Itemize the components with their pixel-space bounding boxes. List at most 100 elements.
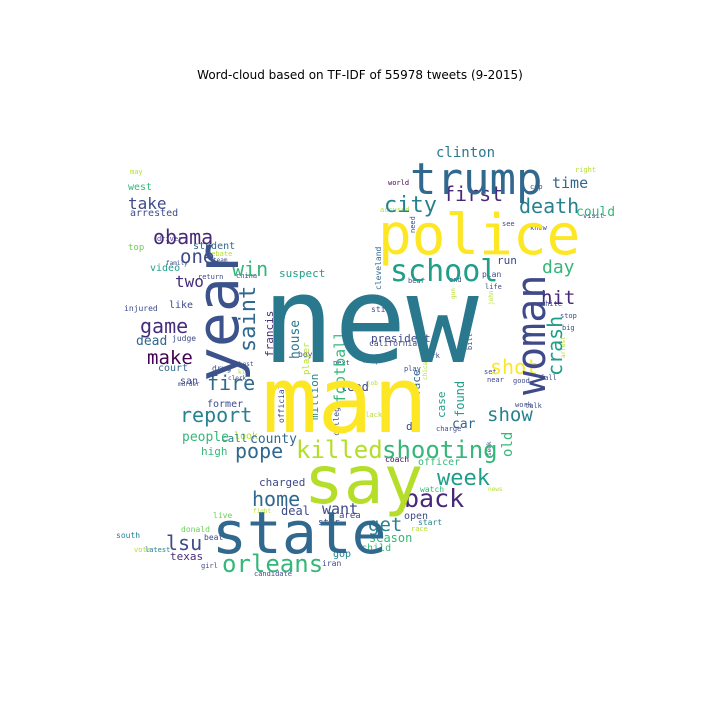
word-police: police bbox=[378, 203, 580, 268]
word-fight: fight bbox=[253, 508, 271, 515]
word-want: want bbox=[322, 500, 358, 518]
word-best: best bbox=[239, 361, 254, 368]
word-look: look bbox=[234, 431, 258, 442]
word-first: first bbox=[443, 182, 503, 206]
word-drug: drug bbox=[212, 364, 231, 373]
word-star: star bbox=[318, 518, 340, 528]
word-player: player bbox=[302, 342, 312, 375]
word-clinton: clinton bbox=[436, 145, 495, 161]
word-fall: fall bbox=[540, 374, 557, 382]
word-murder: murder bbox=[178, 381, 200, 388]
word-suspect: suspect bbox=[279, 267, 325, 280]
word-san: san bbox=[180, 376, 198, 387]
word-stop: stop bbox=[560, 312, 577, 320]
word-clerk: clerk bbox=[228, 375, 246, 382]
word-bear: bear bbox=[408, 277, 425, 285]
word-officer: officer bbox=[418, 457, 460, 468]
word-charged: charged bbox=[259, 476, 305, 489]
word-child: child bbox=[361, 543, 391, 554]
word-latest: latest bbox=[145, 546, 170, 554]
word-video: video bbox=[150, 263, 180, 274]
word-week: week bbox=[437, 466, 490, 491]
word-could: could bbox=[576, 205, 615, 220]
word-girl: girl bbox=[201, 562, 218, 570]
word-dy: dy bbox=[406, 420, 420, 433]
word-cleveland: cleveland bbox=[374, 246, 383, 290]
word-former: former bbox=[207, 399, 243, 410]
word-texas: texas bbox=[170, 550, 203, 563]
word-college: college bbox=[332, 402, 341, 436]
word-big: big bbox=[562, 324, 575, 332]
word-president: president bbox=[371, 332, 431, 345]
word-china: china bbox=[236, 272, 257, 280]
word-cop: cop bbox=[530, 183, 543, 191]
word-area: area bbox=[339, 511, 361, 521]
word-make: make bbox=[147, 347, 193, 369]
word-driver: driver bbox=[157, 235, 182, 243]
word-year: year bbox=[184, 242, 252, 382]
word-job: job bbox=[367, 380, 378, 387]
word-found: found bbox=[453, 381, 467, 417]
word-still: still bbox=[371, 305, 395, 314]
word-gun: gun bbox=[450, 288, 457, 299]
word-case: case bbox=[435, 392, 448, 419]
word-watch: watch bbox=[420, 485, 444, 494]
word-million: million bbox=[308, 374, 321, 420]
word-arrest: arrest bbox=[560, 336, 567, 358]
word-start: start bbox=[418, 518, 442, 527]
word-hit: hit bbox=[541, 287, 575, 309]
word-talk: talk bbox=[525, 402, 543, 410]
word-plan: plan bbox=[482, 270, 501, 279]
word-season: season bbox=[369, 531, 412, 545]
word-know: know bbox=[530, 224, 548, 232]
word-live: live bbox=[213, 511, 232, 520]
word-judge: judge bbox=[172, 334, 196, 343]
word-student: student bbox=[193, 241, 235, 252]
word-lsu: lsu bbox=[166, 531, 202, 555]
word-call: call bbox=[221, 432, 248, 445]
word-black: black bbox=[361, 411, 383, 419]
word-killed: killed bbox=[296, 436, 383, 464]
word-back: back bbox=[404, 484, 464, 513]
word-shooting: shooting bbox=[382, 436, 498, 464]
word-debate: debate bbox=[207, 250, 232, 258]
word-man: man bbox=[262, 347, 428, 454]
word-fire: fire bbox=[207, 371, 255, 395]
word-people: people bbox=[182, 430, 229, 445]
word-woman: woman bbox=[509, 275, 555, 395]
word-city: city bbox=[384, 193, 437, 218]
word-trump: trump bbox=[410, 154, 542, 205]
word-injured: injured bbox=[124, 304, 158, 313]
word-new: new bbox=[262, 252, 479, 391]
word-dead: dead bbox=[136, 334, 167, 349]
word-seek: seek bbox=[486, 441, 493, 456]
word-orleans: orleans bbox=[222, 550, 323, 578]
word-charge: charge bbox=[436, 425, 461, 433]
word-high: high bbox=[201, 445, 228, 458]
word-iran: iran bbox=[322, 559, 341, 568]
word-face: face bbox=[410, 370, 423, 397]
word-return: return bbox=[198, 273, 223, 281]
word-white: white bbox=[541, 300, 562, 308]
word-home: home bbox=[252, 487, 300, 511]
word-open: open bbox=[404, 511, 428, 522]
word-end: end bbox=[449, 276, 462, 284]
word-car: car bbox=[452, 417, 476, 432]
word-team: team bbox=[213, 257, 228, 264]
word-help: help bbox=[363, 357, 380, 365]
word-next: next bbox=[333, 359, 350, 367]
word-win: win bbox=[232, 257, 268, 281]
word-house: house bbox=[288, 320, 303, 359]
word-vote: vote bbox=[134, 546, 151, 554]
word-show: show bbox=[487, 404, 533, 426]
word-life: life bbox=[485, 283, 502, 291]
word-one: one bbox=[180, 246, 214, 268]
word-john: john bbox=[488, 290, 495, 305]
word-official: official bbox=[277, 384, 286, 423]
word-kid: kid bbox=[238, 369, 249, 376]
word-old: old bbox=[500, 432, 516, 457]
word-like: like bbox=[169, 300, 193, 311]
word-beat: beat bbox=[204, 533, 223, 542]
word-obama: obama bbox=[153, 225, 213, 249]
